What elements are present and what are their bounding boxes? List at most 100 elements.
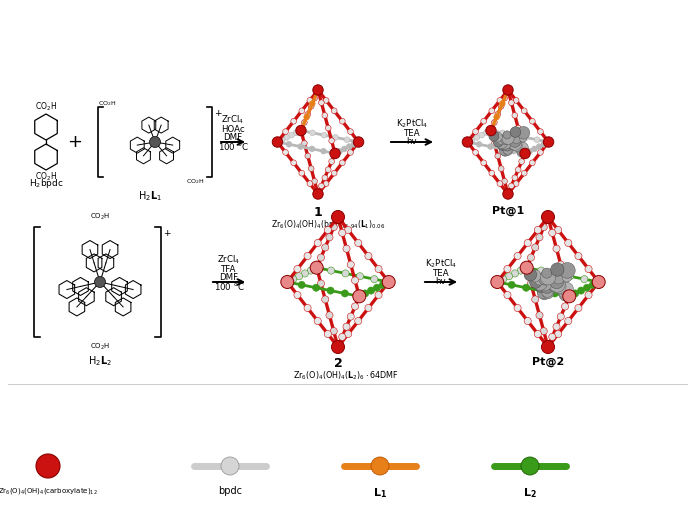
Circle shape <box>517 267 525 274</box>
Circle shape <box>538 149 543 155</box>
Circle shape <box>552 270 559 277</box>
Circle shape <box>540 223 548 231</box>
Circle shape <box>293 130 299 136</box>
Circle shape <box>589 281 596 288</box>
Text: +: + <box>214 109 222 118</box>
Circle shape <box>332 170 337 176</box>
Circle shape <box>552 271 565 284</box>
Circle shape <box>352 277 359 284</box>
Circle shape <box>320 148 327 154</box>
Circle shape <box>291 118 297 124</box>
Circle shape <box>509 136 521 147</box>
Circle shape <box>302 120 307 126</box>
Circle shape <box>326 234 333 241</box>
Circle shape <box>304 114 309 120</box>
Circle shape <box>539 278 555 293</box>
Text: hv: hv <box>407 137 417 146</box>
Circle shape <box>283 129 288 135</box>
Circle shape <box>318 100 325 105</box>
Circle shape <box>543 287 554 299</box>
Circle shape <box>307 97 313 103</box>
Text: $\rm H_2bpdc$: $\rm H_2bpdc$ <box>28 177 63 190</box>
Text: Pt@2: Pt@2 <box>532 357 564 367</box>
Circle shape <box>348 261 354 268</box>
Circle shape <box>516 144 527 155</box>
Circle shape <box>310 130 316 136</box>
Circle shape <box>502 85 513 95</box>
Circle shape <box>329 159 334 164</box>
Circle shape <box>559 287 573 301</box>
Text: DMF: DMF <box>220 273 238 282</box>
Circle shape <box>330 148 341 159</box>
Circle shape <box>310 261 323 274</box>
Circle shape <box>509 183 514 189</box>
Circle shape <box>353 290 366 303</box>
Circle shape <box>528 254 534 261</box>
Text: +: + <box>67 133 83 151</box>
Circle shape <box>499 146 505 152</box>
Circle shape <box>288 132 295 138</box>
Circle shape <box>322 175 327 181</box>
Circle shape <box>304 252 311 260</box>
Circle shape <box>307 267 314 274</box>
Text: HOAc: HOAc <box>221 124 245 134</box>
Circle shape <box>502 95 507 101</box>
Circle shape <box>571 290 579 297</box>
Text: $\rm CO_2H$: $\rm CO_2H$ <box>90 212 110 222</box>
Circle shape <box>357 273 363 280</box>
Circle shape <box>533 277 545 289</box>
Circle shape <box>541 340 555 353</box>
Circle shape <box>290 276 297 282</box>
Circle shape <box>312 95 318 101</box>
Circle shape <box>550 263 564 276</box>
Circle shape <box>373 284 381 292</box>
Circle shape <box>512 134 521 144</box>
Circle shape <box>520 148 530 159</box>
Circle shape <box>365 304 372 312</box>
Circle shape <box>342 270 349 277</box>
Circle shape <box>518 159 525 164</box>
Circle shape <box>309 101 315 106</box>
Text: $\rm H_2\mathbf{L}_2$: $\rm H_2\mathbf{L}_2$ <box>88 354 112 368</box>
Circle shape <box>512 175 518 181</box>
Text: DMF: DMF <box>223 134 243 143</box>
Circle shape <box>339 160 345 165</box>
Circle shape <box>462 137 473 147</box>
Circle shape <box>491 276 504 288</box>
Circle shape <box>348 313 354 320</box>
Circle shape <box>339 118 345 124</box>
Circle shape <box>523 284 530 292</box>
Circle shape <box>327 267 335 274</box>
Circle shape <box>527 148 532 154</box>
Circle shape <box>514 252 521 260</box>
Circle shape <box>517 146 528 157</box>
Circle shape <box>365 252 372 260</box>
Circle shape <box>326 312 333 319</box>
Circle shape <box>563 290 575 303</box>
Text: $\rm H_2\mathbf{L}_1$: $\rm H_2\mathbf{L}_1$ <box>138 189 162 203</box>
Circle shape <box>322 112 327 118</box>
Circle shape <box>371 457 389 475</box>
Circle shape <box>338 333 346 340</box>
Circle shape <box>314 239 321 246</box>
Text: $\mathbf{L_2}$: $\mathbf{L_2}$ <box>523 486 537 500</box>
Circle shape <box>327 287 334 294</box>
Circle shape <box>299 170 304 176</box>
Circle shape <box>332 108 337 114</box>
Text: $\rm ZrCl_4$: $\rm ZrCl_4$ <box>218 254 240 266</box>
Circle shape <box>375 292 382 298</box>
Circle shape <box>509 137 522 150</box>
Circle shape <box>299 108 304 114</box>
Circle shape <box>298 281 305 288</box>
Circle shape <box>370 276 378 282</box>
Circle shape <box>318 183 325 189</box>
Circle shape <box>555 330 562 338</box>
Circle shape <box>318 254 325 261</box>
Circle shape <box>344 137 350 143</box>
Circle shape <box>368 287 375 294</box>
Circle shape <box>505 273 513 280</box>
Circle shape <box>550 274 564 289</box>
Circle shape <box>553 245 560 252</box>
Text: $\rm K_2PtCl_4$: $\rm K_2PtCl_4$ <box>425 257 457 270</box>
Circle shape <box>382 276 395 288</box>
